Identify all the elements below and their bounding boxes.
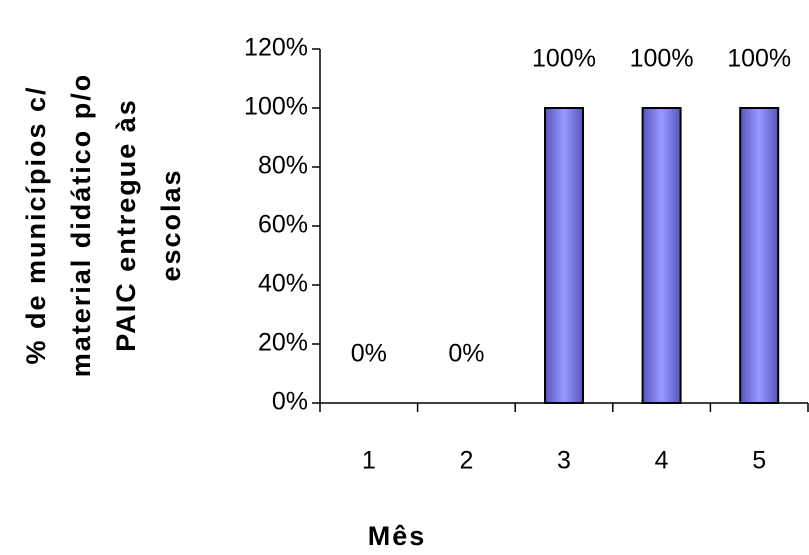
y-axis-title-line: material didático p/o [66,73,96,378]
value-label: 0% [351,340,387,368]
y-axis-title: % de municípios c/material didático p/o P… [21,73,186,378]
value-label: 100% [727,45,791,73]
x-tick-label: 1 [362,447,376,475]
y-tick-label: 120% [244,34,308,62]
y-tick-label: 60% [258,211,308,239]
bar [544,107,584,404]
value-label: 0% [448,340,484,368]
y-tick-label: 40% [258,270,308,298]
x-tick-label: 4 [655,447,669,475]
x-tick-label: 5 [752,447,766,475]
y-axis-title-line: % de municípios c/ [21,85,51,364]
value-label: 100% [532,45,596,73]
y-tick-label: 0% [272,388,308,416]
bar [641,107,682,404]
x-axis-title: Mês [368,521,427,551]
bar [739,107,780,404]
y-tick-label: 80% [258,152,308,180]
y-axis-title-line: escolas [156,168,186,281]
y-axis-title-line: PAIC entregue às [111,98,141,352]
x-tick-label: 2 [459,447,473,475]
x-tick-label: 3 [557,447,571,475]
y-tick-label: 100% [244,93,308,121]
value-label: 100% [630,45,694,73]
y-tick-label: 20% [258,329,308,357]
